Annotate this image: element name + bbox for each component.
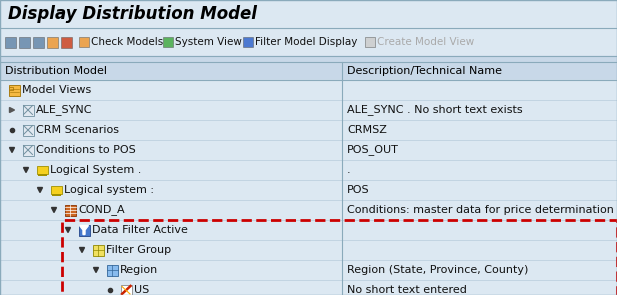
Polygon shape	[80, 225, 88, 235]
Bar	[22, 104, 33, 116]
Bar	[38, 174, 46, 176]
Bar	[19, 37, 30, 47]
Text: .: .	[347, 165, 350, 175]
Polygon shape	[94, 268, 99, 273]
Bar	[0, 220, 617, 240]
Text: Region (State, Province, County): Region (State, Province, County)	[347, 265, 528, 275]
Text: US: US	[134, 285, 149, 295]
Text: Logical System .: Logical System .	[50, 165, 141, 175]
Polygon shape	[38, 188, 43, 193]
Text: POS_OUT: POS_OUT	[347, 145, 399, 155]
Polygon shape	[9, 148, 15, 153]
Text: Description/Technical Name: Description/Technical Name	[347, 66, 502, 76]
Bar	[107, 265, 117, 276]
Bar	[0, 160, 617, 180]
Bar	[0, 56, 617, 62]
Bar	[0, 62, 617, 80]
Polygon shape	[65, 227, 70, 232]
Bar	[0, 0, 617, 28]
Polygon shape	[9, 107, 15, 112]
Text: Region: Region	[120, 265, 158, 275]
Bar	[164, 37, 173, 47]
Bar	[9, 87, 14, 90]
Bar	[0, 280, 617, 295]
Bar	[9, 84, 20, 96]
Bar	[22, 124, 33, 135]
Bar	[0, 28, 617, 56]
Text: ALE_SYNC . No short text exists: ALE_SYNC . No short text exists	[347, 104, 523, 115]
Bar	[78, 224, 89, 235]
Bar	[36, 165, 48, 173]
Bar	[62, 220, 617, 295]
Text: ALE_SYNC: ALE_SYNC	[36, 104, 93, 115]
Bar	[61, 37, 72, 47]
Text: No short text entered: No short text entered	[347, 285, 467, 295]
Bar	[5, 37, 16, 47]
Bar	[47, 37, 58, 47]
Text: System View: System View	[175, 37, 242, 47]
Text: POS: POS	[347, 185, 370, 195]
Bar	[51, 194, 60, 196]
Bar	[55, 194, 57, 196]
Bar	[33, 37, 44, 47]
Text: Filter Group: Filter Group	[106, 245, 171, 255]
Bar	[0, 200, 617, 220]
Bar	[22, 145, 33, 155]
Text: Conditions: master data for price determination: Conditions: master data for price determ…	[347, 205, 614, 215]
Bar	[51, 186, 62, 194]
Bar	[243, 37, 253, 47]
Text: CRMSZ: CRMSZ	[347, 125, 387, 135]
Bar	[79, 37, 89, 47]
Text: Display Distribution Model: Display Distribution Model	[8, 5, 257, 23]
Bar	[0, 100, 617, 120]
Bar	[0, 120, 617, 140]
Text: Conditions to POS: Conditions to POS	[36, 145, 136, 155]
Text: Distribution Model: Distribution Model	[5, 66, 107, 76]
Polygon shape	[51, 207, 57, 212]
Text: Model Views: Model Views	[22, 85, 91, 95]
Bar	[65, 204, 75, 216]
Bar	[0, 240, 617, 260]
Text: Logical system :: Logical system :	[64, 185, 154, 195]
Text: COND_A: COND_A	[78, 204, 125, 215]
Bar	[0, 80, 617, 100]
Bar	[365, 37, 375, 47]
Bar	[93, 245, 104, 255]
Bar	[0, 140, 617, 160]
Bar	[120, 284, 131, 295]
Bar	[0, 260, 617, 280]
Text: Filter Model Display: Filter Model Display	[255, 37, 357, 47]
Polygon shape	[23, 168, 28, 173]
Text: Create Model View: Create Model View	[377, 37, 474, 47]
Text: CRM Scenarios: CRM Scenarios	[36, 125, 119, 135]
Bar	[41, 173, 43, 176]
Text: Data Filter Active: Data Filter Active	[92, 225, 188, 235]
Bar	[0, 180, 617, 200]
Text: Check Models: Check Models	[91, 37, 164, 47]
Polygon shape	[80, 248, 85, 253]
